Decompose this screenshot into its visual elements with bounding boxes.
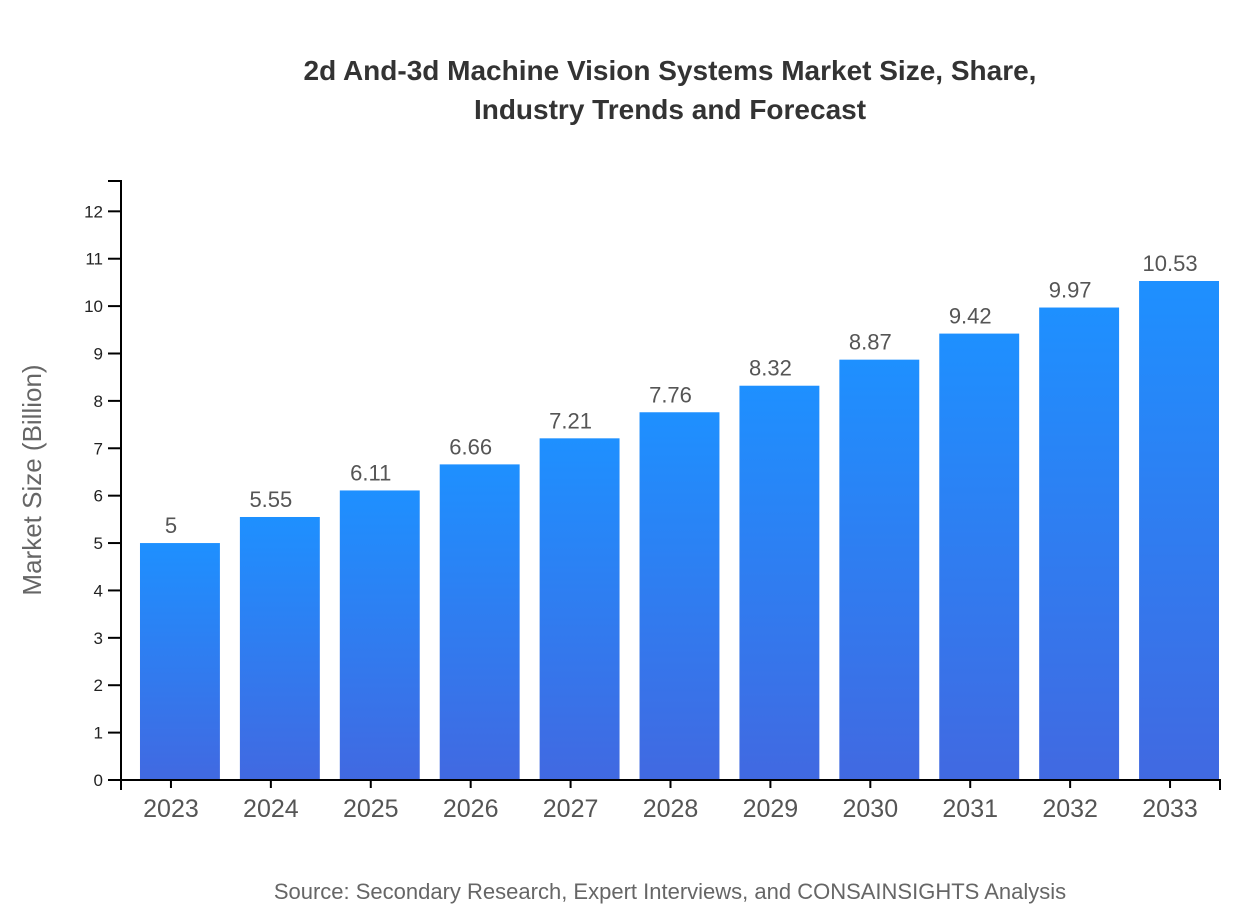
bar-2026 [439,464,520,780]
bar-2023 [139,543,220,780]
x-tick-label-2027: 2027 [543,795,599,823]
data-label-2032: 9.97 [1049,278,1092,303]
x-axis-line [120,779,1221,790]
x-tick-label-2029: 2029 [743,795,799,823]
bar-2029 [739,385,820,780]
x-tick-label-2024: 2024 [243,795,299,823]
x-tick-label-2026: 2026 [443,795,499,823]
bar-2030 [839,359,920,780]
x-tick-label-2023: 2023 [143,795,199,823]
y-tick-label-0: 0 [94,771,103,790]
x-axis: 2023 2024 2025 2026 2027 2028 2029 2030 2031 2032… [120,779,1221,823]
data-label-2031: 9.42 [949,304,992,329]
x-tick-label-2033: 2033 [1142,795,1198,823]
y-tick-label-7: 7 [94,439,103,458]
x-tick-label-2031: 2031 [942,795,998,823]
data-label-2026: 6.66 [449,434,492,459]
data-label-2024: 5.55 [249,487,292,512]
y-axis-label: Market Size (Billion) [17,364,47,595]
y-tick-label-10: 10 [84,297,103,316]
y-tick-label-2: 2 [94,676,103,695]
y-tick-label-5: 5 [94,534,103,553]
bar-2033 [1139,280,1220,780]
bar-2027 [539,438,620,780]
y-tick-label-9: 9 [94,344,103,363]
data-label-2029: 8.32 [749,356,792,381]
x-tick-label-2030: 2030 [843,795,899,823]
y-tick-label-8: 8 [94,392,103,411]
y-tick-label-12: 12 [84,202,103,221]
chart-title-line-2: Industry Trends and Forecast [474,94,866,125]
x-tick-label-2025: 2025 [343,795,399,823]
bars: 5 5.55 6.11 6.66 7.21 7.76 8.32 8.87 9.42 9.97 10.… [139,251,1220,780]
chart-title-line-1: 2d And-3d Machine Vision Systems Market … [304,55,1037,86]
x-tick-label-2032: 2032 [1042,795,1098,823]
data-label-2033: 10.53 [1143,251,1198,276]
data-label-2025: 6.11 [350,460,391,485]
source-note: Source: Secondary Research, Expert Inter… [274,879,1066,904]
y-tick-label-3: 3 [94,629,103,648]
bar-2032 [1039,307,1120,780]
y-tick-label-11: 11 [85,250,103,269]
data-label-2030: 8.87 [849,330,892,355]
bar-2025 [339,490,420,780]
data-label-2028: 7.76 [649,382,692,407]
x-tick-label-2028: 2028 [643,795,699,823]
data-label-2023: 5 [165,513,177,538]
data-label-2027: 7.21 [549,408,592,433]
bar-2031 [939,333,1020,780]
y-tick-label-6: 6 [94,487,103,506]
y-tick-label-1: 1 [94,724,103,743]
bar-2028 [639,412,720,780]
y-axis-line [108,180,122,781]
y-tick-label-4: 4 [94,581,103,600]
bar-2024 [239,516,320,780]
